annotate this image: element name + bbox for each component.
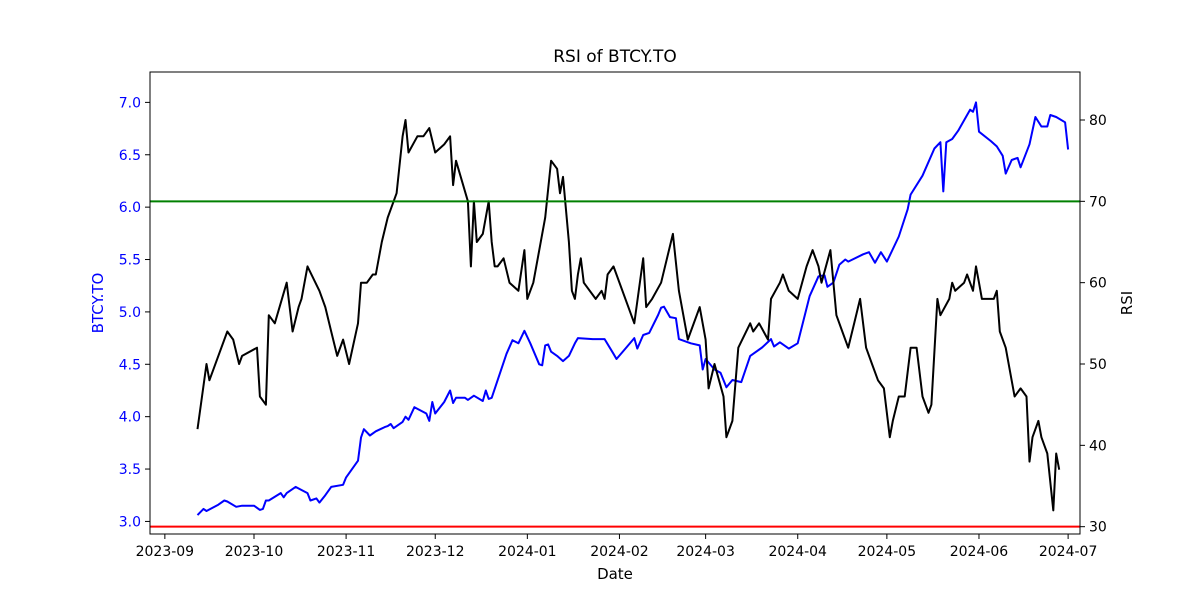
left-y-tick-label: 3.5 <box>119 462 141 478</box>
x-tick-label: 2024-03 <box>676 544 735 560</box>
plot-frame <box>149 71 1081 535</box>
left-y-tick-label: 6.0 <box>119 200 141 216</box>
reference-lines <box>150 200 1080 528</box>
left-y-axis-label: BTCY.TO <box>89 273 107 334</box>
x-tick-label: 2023-09 <box>136 544 195 560</box>
right-y-tick-label: 50 <box>1089 357 1107 373</box>
right-y-tick-label: 60 <box>1089 276 1107 292</box>
chart-title: RSI of BTCY.TO <box>553 47 677 67</box>
x-tick-label: 2023-10 <box>225 544 284 560</box>
right-y-tick-label: 30 <box>1089 520 1107 536</box>
plot-area <box>150 72 1080 534</box>
right-y-axis: 30 40 50 60 70 80 <box>1080 113 1107 536</box>
right-y-tick-label: 40 <box>1089 438 1107 454</box>
series-layer <box>196 101 1070 516</box>
left-y-tick-label: 3.0 <box>119 514 141 530</box>
left-y-tick-label: 5.0 <box>119 305 141 321</box>
x-tick-label: 2024-02 <box>590 544 649 560</box>
left-y-tick-label: 6.5 <box>119 148 141 164</box>
x-tick-label: 2023-12 <box>406 544 465 560</box>
x-tick-label: 2024-05 <box>858 544 917 560</box>
left-y-tick-label: 7.0 <box>119 95 141 111</box>
x-tick-label: 2024-07 <box>1039 544 1098 560</box>
rsi-series-line <box>196 119 1061 512</box>
left-y-axis: 3.0 3.5 4.0 4.5 5.0 5.5 6.0 6.5 7.0 <box>119 95 150 530</box>
x-axis-label: Date <box>597 565 633 583</box>
x-tick-label: 2024-01 <box>498 544 557 560</box>
left-y-tick-label: 4.0 <box>119 410 141 426</box>
x-axis: 2023-09 2023-10 2023-11 2023-12 2024-01 2024-… <box>136 534 1098 560</box>
x-tick-label: 2024-06 <box>950 544 1009 560</box>
x-tick-label: 2023-11 <box>317 544 376 560</box>
price-series-line <box>196 101 1070 516</box>
right-y-axis-label: RSI <box>1118 291 1136 315</box>
left-y-tick-label: 5.5 <box>119 253 141 269</box>
right-y-tick-label: 80 <box>1089 113 1107 129</box>
left-y-tick-label: 4.5 <box>119 357 141 373</box>
x-tick-label: 2024-04 <box>768 544 827 560</box>
right-y-tick-label: 70 <box>1089 194 1107 210</box>
